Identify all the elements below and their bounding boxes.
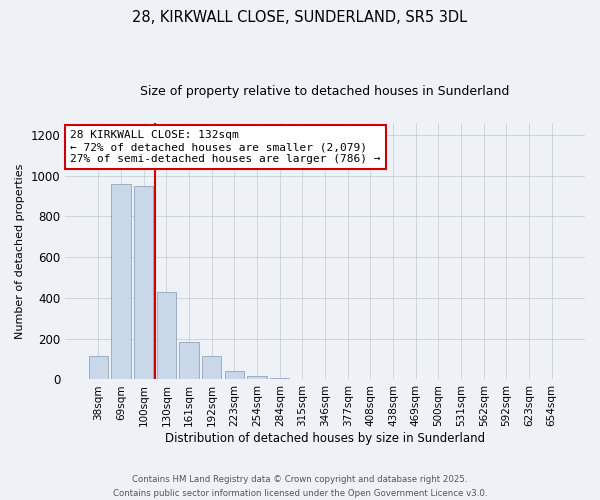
- Bar: [270, 378, 289, 380]
- Bar: [225, 372, 244, 380]
- X-axis label: Distribution of detached houses by size in Sunderland: Distribution of detached houses by size …: [165, 432, 485, 445]
- Bar: [293, 379, 312, 380]
- Bar: [134, 186, 154, 380]
- Bar: [542, 379, 562, 380]
- Bar: [179, 342, 199, 380]
- Y-axis label: Number of detached properties: Number of detached properties: [15, 164, 25, 339]
- Text: Contains HM Land Registry data © Crown copyright and database right 2025.
Contai: Contains HM Land Registry data © Crown c…: [113, 476, 487, 498]
- Bar: [112, 184, 131, 380]
- Bar: [247, 376, 267, 380]
- Title: Size of property relative to detached houses in Sunderland: Size of property relative to detached ho…: [140, 85, 510, 98]
- Bar: [202, 356, 221, 380]
- Bar: [89, 356, 108, 380]
- Text: 28 KIRKWALL CLOSE: 132sqm
← 72% of detached houses are smaller (2,079)
27% of se: 28 KIRKWALL CLOSE: 132sqm ← 72% of detac…: [70, 130, 381, 164]
- Text: 28, KIRKWALL CLOSE, SUNDERLAND, SR5 3DL: 28, KIRKWALL CLOSE, SUNDERLAND, SR5 3DL: [133, 10, 467, 25]
- Bar: [157, 292, 176, 380]
